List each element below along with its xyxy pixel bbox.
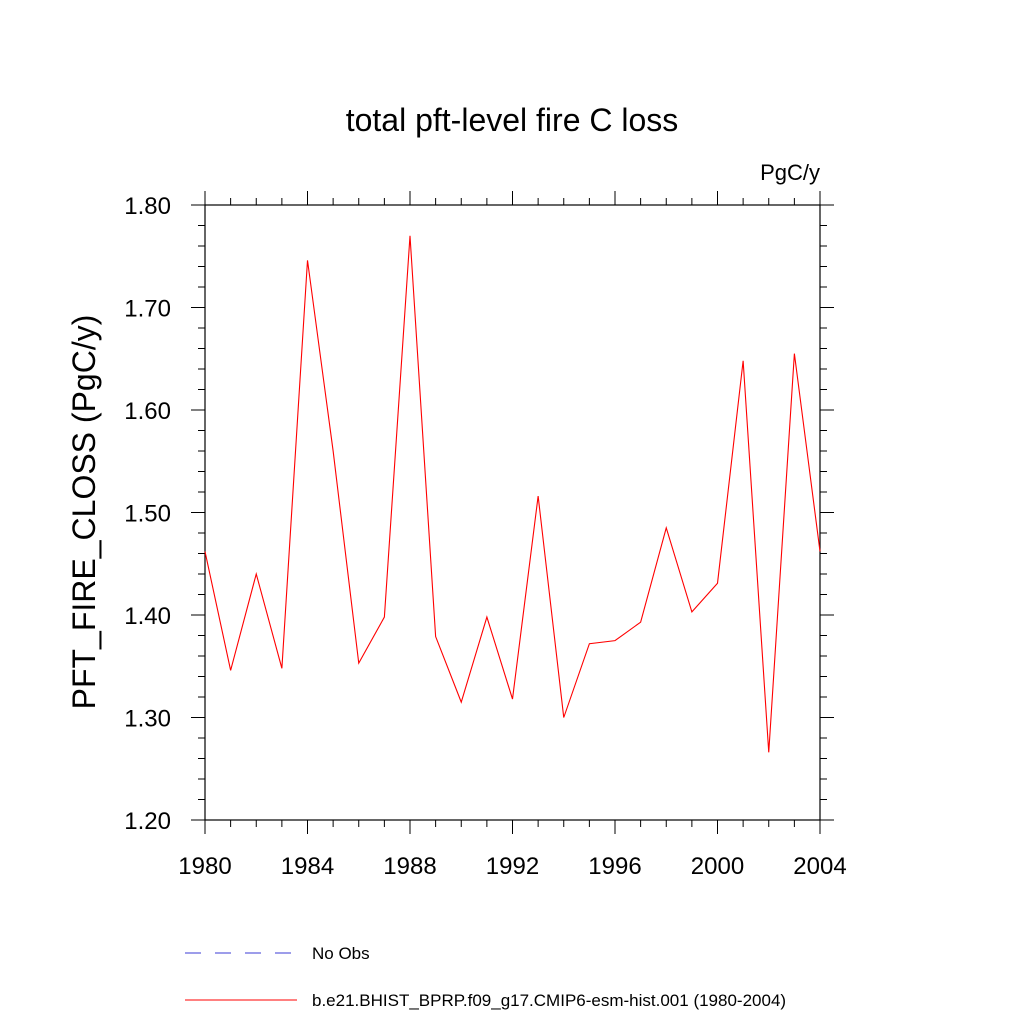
series-layer [204,235,821,753]
units-label: PgC/y [760,160,820,185]
y-tick-label: 1.80 [124,193,171,220]
x-tick-label: 2004 [793,853,846,880]
x-tick-label: 2000 [691,853,744,880]
y-tick-label: 1.60 [124,398,171,425]
y-axis-ticks: 1.20 1.30 1.40 1.50 1.60 1.70 1.80 [124,193,834,835]
y-axis-label: PFT_FIRE_CLOSS (PgC/y) [66,315,102,710]
x-axis-ticks: 1980 1984 1988 1992 1996 2000 2004 [178,191,847,880]
y-tick-label: 1.70 [124,296,171,323]
y-tick-label: 1.30 [124,706,171,733]
x-tick-label: 1996 [588,853,641,880]
x-tick-label: 1992 [486,853,539,880]
x-tick-label: 1984 [281,853,334,880]
axes [204,204,821,821]
x-tick-label: 1980 [178,853,231,880]
plot-frame [204,204,821,821]
series-line [204,235,821,753]
legend: No Obs b.e21.BHIST_BPRP.f09_g17.CMIP6-esm… [185,944,786,1010]
chart-title: total pft-level fire C loss [346,102,679,138]
y-tick-label: 1.50 [124,501,171,528]
x-tick-label: 1988 [383,853,436,880]
y-tick-label: 1.40 [124,603,171,630]
legend-label-1: No Obs [312,944,370,963]
y-tick-label: 1.20 [124,808,171,835]
legend-label-2: b.e21.BHIST_BPRP.f09_g17.CMIP6-esm-hist.… [312,991,786,1010]
